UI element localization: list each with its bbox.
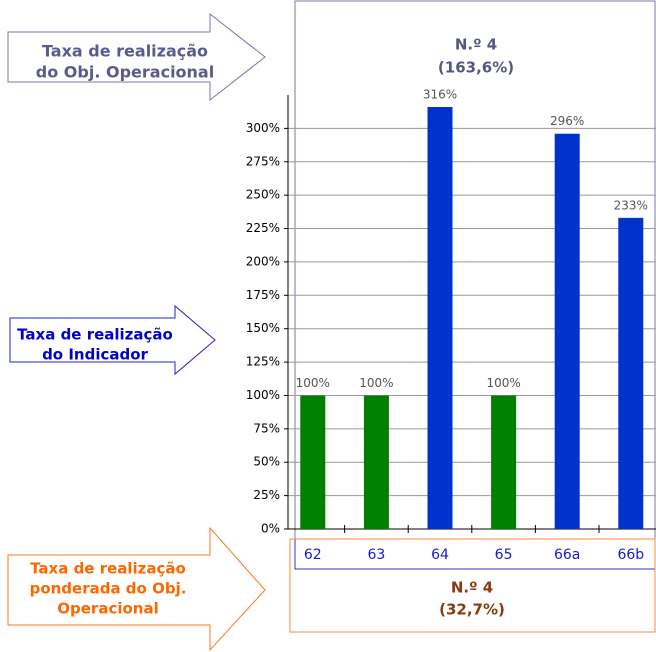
arrow-indicator	[9, 304, 216, 376]
annotation: ponderada do Obj.	[30, 580, 187, 598]
bar	[427, 107, 453, 529]
footer-subtitle: (32,7%)	[439, 601, 505, 619]
bar	[618, 217, 644, 529]
bar	[363, 395, 389, 529]
bar	[554, 133, 580, 530]
value-label: 100%	[359, 376, 393, 390]
arrow-objective	[7, 12, 266, 102]
chart-frame	[294, 0, 656, 540]
value-label: 233%	[614, 198, 648, 212]
chart-subtitle: (163,6%)	[438, 59, 514, 77]
y-tick-label: 300%	[246, 121, 280, 135]
x-tick-label: 64	[431, 547, 449, 563]
x-tick-label: 66b	[617, 547, 644, 563]
annotation: Taxa de realização	[30, 560, 186, 578]
value-label: 100%	[486, 376, 520, 390]
value-label: 316%	[423, 88, 457, 102]
x-tick-label: 63	[367, 547, 385, 563]
y-tick-label: 175%	[246, 288, 280, 302]
y-tick-label: 100%	[246, 388, 280, 402]
y-tick-label: 150%	[246, 321, 280, 335]
annotation: Taxa de realização	[17, 326, 173, 344]
annotation: do Obj. Operacional	[36, 63, 214, 82]
y-tick-label: 75%	[253, 421, 280, 435]
arrow-weighted	[7, 526, 266, 652]
footer-title: N.º 4	[451, 579, 493, 597]
y-tick-label: 25%	[253, 488, 280, 502]
y-tick-label: 250%	[246, 188, 280, 202]
bar	[491, 395, 517, 529]
y-tick-label: 200%	[246, 254, 280, 268]
bar	[300, 395, 326, 529]
annotation: Taxa de realização	[42, 42, 208, 61]
value-label: 296%	[550, 114, 584, 128]
x-tick-label: 62	[304, 547, 322, 563]
annotation: Operacional	[57, 600, 158, 618]
y-tick-label: 225%	[246, 221, 280, 235]
y-tick-label: 0%	[261, 522, 280, 536]
y-tick-label: 125%	[246, 355, 280, 369]
footer-frame	[289, 538, 656, 633]
y-tick-label: 50%	[253, 455, 280, 469]
x-tick-label: 65	[495, 547, 513, 563]
chart-title: N.º 4	[455, 36, 497, 54]
category-frame	[294, 538, 656, 570]
annotation: do Indicador	[42, 346, 148, 364]
value-label: 100%	[296, 376, 330, 390]
x-tick-label: 66a	[554, 547, 580, 563]
y-tick-label: 275%	[246, 154, 280, 168]
